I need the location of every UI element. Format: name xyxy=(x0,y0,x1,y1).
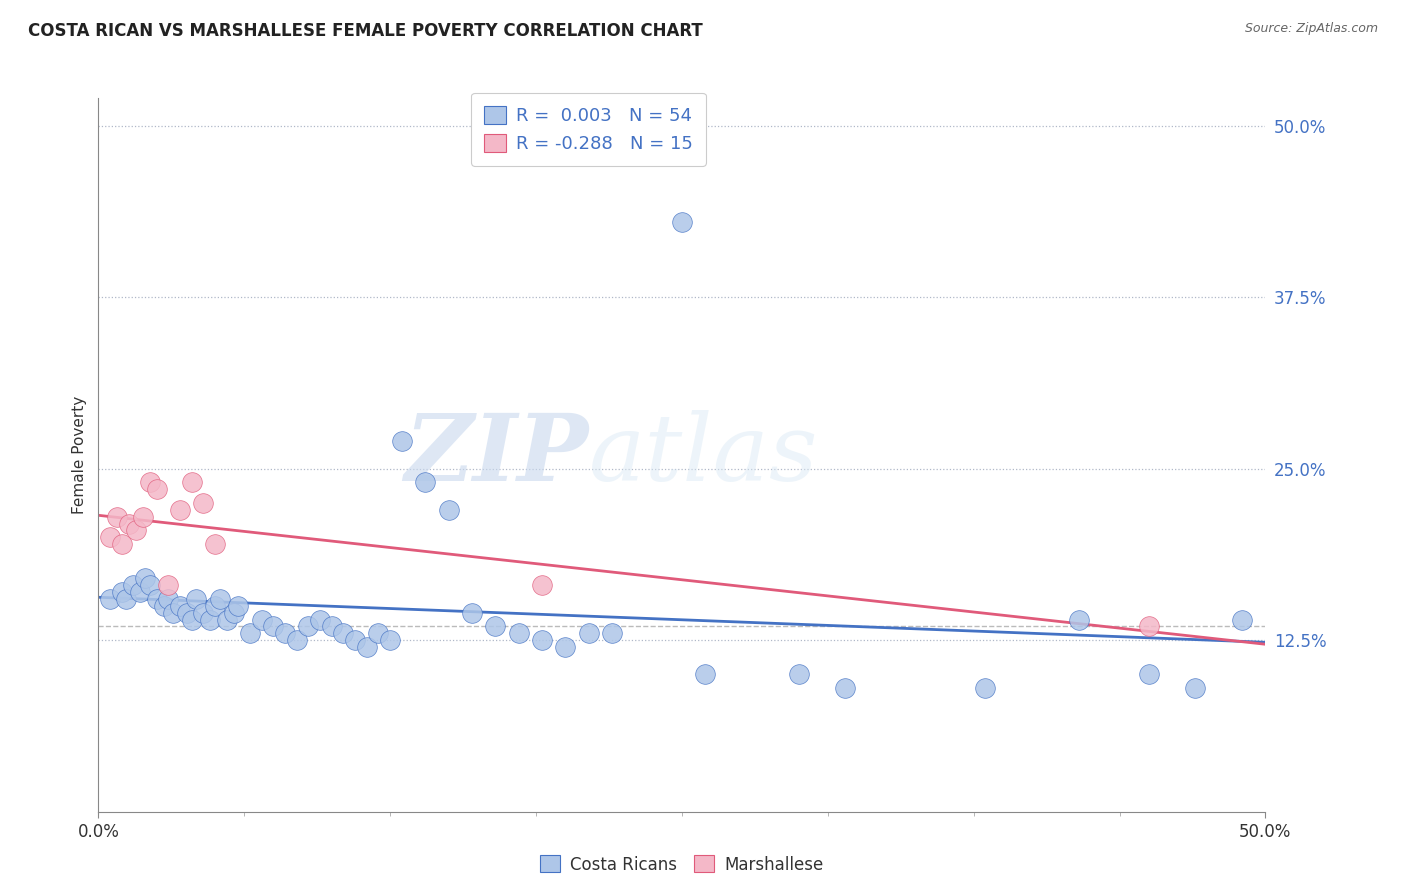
Point xyxy=(204,599,226,613)
Point xyxy=(530,633,553,648)
Point xyxy=(180,613,202,627)
Point xyxy=(115,592,138,607)
Point xyxy=(1230,613,1253,627)
Point xyxy=(222,606,245,620)
Point xyxy=(122,578,145,592)
Point xyxy=(111,585,134,599)
Point xyxy=(344,633,367,648)
Point xyxy=(208,592,231,607)
Point xyxy=(834,681,856,696)
Point xyxy=(186,592,208,607)
Y-axis label: Female Poverty: Female Poverty xyxy=(72,396,87,514)
Point xyxy=(297,619,319,633)
Point xyxy=(974,681,997,696)
Text: ZIP: ZIP xyxy=(405,410,589,500)
Point xyxy=(367,626,389,640)
Point xyxy=(1067,613,1090,627)
Point xyxy=(695,667,717,681)
Point xyxy=(98,530,121,544)
Point xyxy=(508,626,530,640)
Point xyxy=(139,475,162,490)
Point xyxy=(157,578,180,592)
Point xyxy=(413,475,436,490)
Point xyxy=(215,613,238,627)
Point xyxy=(98,592,121,607)
Text: COSTA RICAN VS MARSHALLESE FEMALE POVERTY CORRELATION CHART: COSTA RICAN VS MARSHALLESE FEMALE POVERT… xyxy=(28,22,703,40)
Point xyxy=(1184,681,1206,696)
Point xyxy=(600,626,623,640)
Point xyxy=(332,626,354,640)
Point xyxy=(378,633,402,648)
Point xyxy=(250,613,273,627)
Point xyxy=(461,606,484,620)
Text: Source: ZipAtlas.com: Source: ZipAtlas.com xyxy=(1244,22,1378,36)
Point xyxy=(111,537,134,551)
Point xyxy=(530,578,553,592)
Point xyxy=(239,626,262,640)
Text: atlas: atlas xyxy=(589,410,818,500)
Point xyxy=(169,503,191,517)
Point xyxy=(169,599,191,613)
Point xyxy=(484,619,506,633)
Point xyxy=(309,613,332,627)
Legend: Costa Ricans, Marshallese: Costa Ricans, Marshallese xyxy=(531,847,832,882)
Point xyxy=(132,509,155,524)
Point xyxy=(180,475,202,490)
Point xyxy=(105,509,128,524)
Point xyxy=(554,640,576,654)
Point xyxy=(262,619,284,633)
Point xyxy=(118,516,141,531)
Point xyxy=(356,640,378,654)
Point xyxy=(139,578,162,592)
Point xyxy=(152,599,174,613)
Point xyxy=(321,619,343,633)
Point xyxy=(204,537,226,551)
Point xyxy=(162,606,184,620)
Point xyxy=(274,626,297,640)
Point xyxy=(787,667,810,681)
Point xyxy=(285,633,308,648)
Point xyxy=(193,496,215,510)
Point xyxy=(437,503,460,517)
Point xyxy=(125,524,148,538)
Point xyxy=(228,599,250,613)
Point xyxy=(157,592,180,607)
Point xyxy=(146,482,169,496)
Point xyxy=(1137,619,1160,633)
Point xyxy=(391,434,413,449)
Point xyxy=(200,613,222,627)
Point xyxy=(193,606,215,620)
Point xyxy=(176,606,198,620)
Point xyxy=(1137,667,1160,681)
Point xyxy=(129,585,152,599)
Point xyxy=(134,571,156,585)
Point xyxy=(671,214,693,228)
Point xyxy=(146,592,169,607)
Point xyxy=(578,626,600,640)
